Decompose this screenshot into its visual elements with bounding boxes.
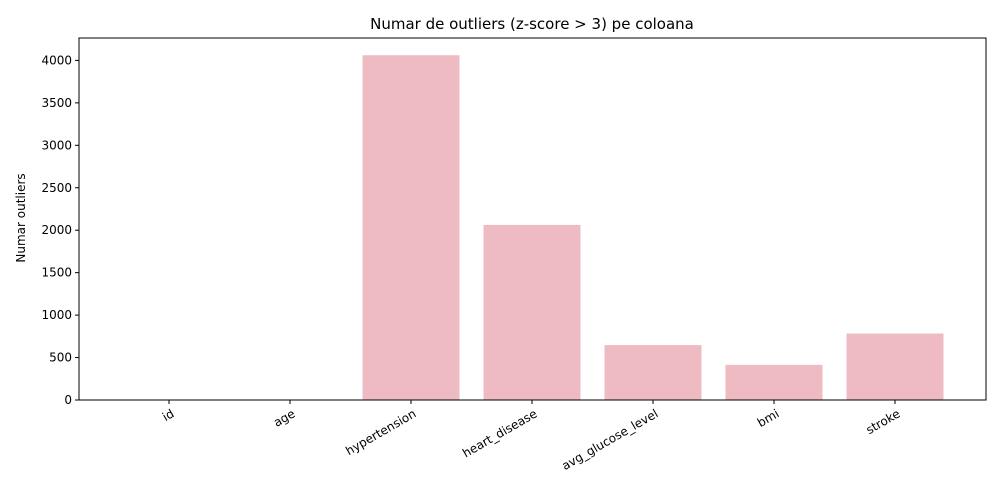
y-axis-label: Numar outliers — [14, 173, 28, 262]
y-tick-label: 1000 — [41, 308, 72, 322]
bar-bmi — [725, 364, 823, 400]
x-axis-ticks: id age hypertension heart_disease avg_glucos… — [160, 400, 903, 473]
y-tick-label: 2500 — [41, 181, 72, 195]
y-tick-label: 500 — [49, 351, 72, 365]
bar-hypertension — [362, 55, 460, 401]
x-tick-label: id — [160, 406, 176, 424]
plot-frame — [78, 37, 987, 401]
bars-group — [362, 55, 944, 401]
x-tick-label: stroke — [864, 406, 903, 437]
y-tick-label: 3000 — [41, 138, 72, 152]
x-tick-label: hypertension — [343, 406, 418, 458]
x-tick-label: age — [271, 406, 297, 429]
y-tick-label: 3500 — [41, 96, 72, 110]
x-tick-label: avg_glucose_level — [559, 406, 660, 472]
bar-heart_disease — [483, 224, 581, 400]
chart-title: Numar de outliers (z-score > 3) pe coloa… — [370, 15, 694, 33]
y-tick-label: 4000 — [41, 53, 72, 67]
y-tick-label: 0 — [64, 393, 72, 407]
x-tick-label: bmi — [755, 406, 782, 429]
x-tick-label: heart_disease — [460, 406, 539, 460]
y-axis-ticks: 0 500 1000 1500 2000 2500 3000 3500 4000 — [41, 53, 79, 407]
bar-avg_glucose_level — [604, 345, 702, 400]
y-tick-label: 2000 — [41, 223, 72, 237]
y-tick-label: 1500 — [41, 266, 72, 280]
bar-stroke — [846, 333, 944, 400]
